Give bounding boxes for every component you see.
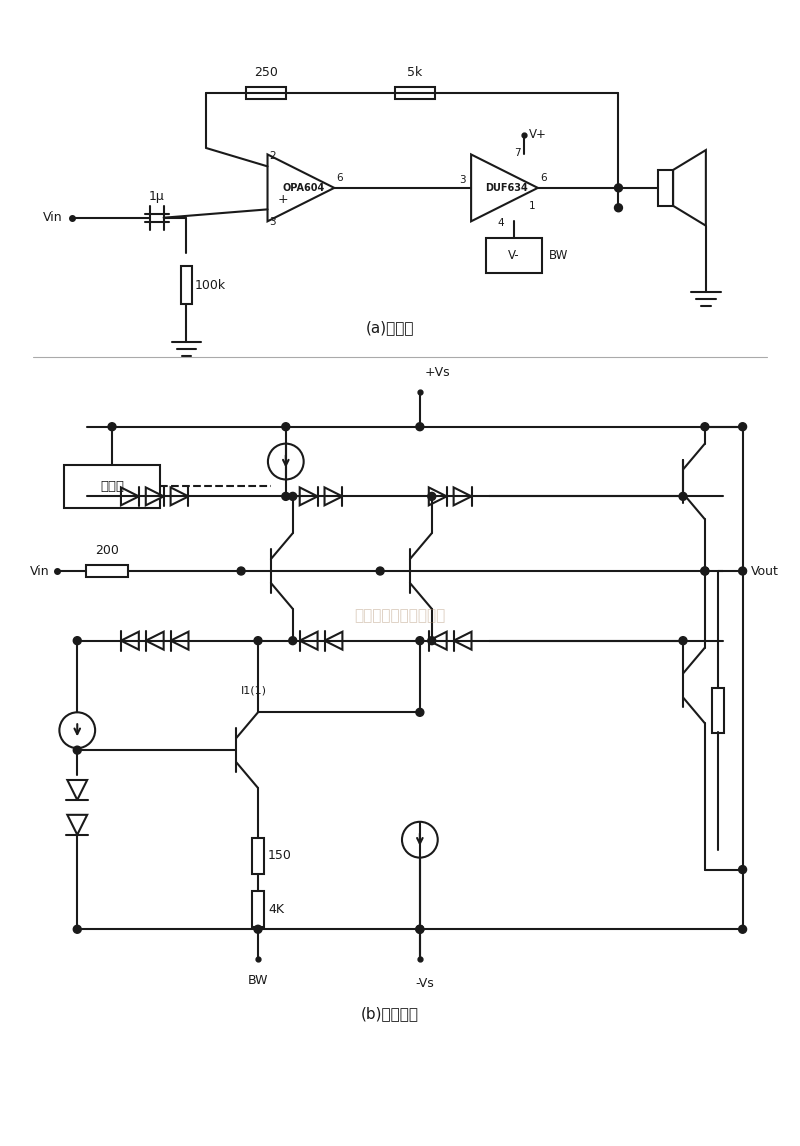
Text: -Vs: -Vs bbox=[415, 978, 434, 990]
Circle shape bbox=[701, 567, 709, 575]
Circle shape bbox=[701, 423, 709, 431]
Text: 1: 1 bbox=[529, 201, 536, 211]
Circle shape bbox=[74, 637, 82, 645]
Bar bbox=[86, 565, 128, 576]
Circle shape bbox=[74, 746, 82, 754]
Circle shape bbox=[282, 493, 290, 501]
Circle shape bbox=[679, 637, 687, 645]
Circle shape bbox=[416, 925, 424, 933]
Circle shape bbox=[289, 493, 297, 501]
Text: 250: 250 bbox=[254, 66, 278, 79]
Text: BW: BW bbox=[549, 249, 568, 262]
Circle shape bbox=[254, 637, 262, 645]
Polygon shape bbox=[170, 487, 189, 505]
Circle shape bbox=[679, 493, 687, 501]
Circle shape bbox=[416, 637, 424, 645]
Circle shape bbox=[738, 423, 746, 431]
Bar bbox=[181, 267, 193, 305]
Circle shape bbox=[282, 423, 290, 431]
Text: 100k: 100k bbox=[194, 278, 226, 292]
Text: 150: 150 bbox=[268, 849, 292, 862]
Text: +Vs: +Vs bbox=[425, 366, 450, 379]
Text: (b)内部结构: (b)内部结构 bbox=[361, 1006, 419, 1021]
Polygon shape bbox=[429, 487, 446, 505]
Circle shape bbox=[108, 423, 116, 431]
Text: Vin: Vin bbox=[42, 211, 62, 225]
Circle shape bbox=[701, 567, 709, 575]
Text: 4K: 4K bbox=[268, 903, 284, 916]
Circle shape bbox=[428, 493, 436, 501]
Polygon shape bbox=[300, 631, 318, 650]
Bar bbox=[395, 87, 434, 100]
Circle shape bbox=[376, 567, 384, 575]
Circle shape bbox=[254, 925, 262, 933]
Polygon shape bbox=[429, 631, 446, 650]
Circle shape bbox=[738, 925, 746, 933]
Circle shape bbox=[738, 865, 746, 873]
Circle shape bbox=[416, 423, 424, 431]
Polygon shape bbox=[325, 631, 342, 650]
Text: V-: V- bbox=[508, 249, 520, 262]
Text: 2: 2 bbox=[270, 151, 276, 162]
Circle shape bbox=[289, 637, 297, 645]
Circle shape bbox=[416, 925, 424, 933]
Text: I1(1): I1(1) bbox=[241, 685, 267, 696]
Text: DUF634: DUF634 bbox=[486, 183, 528, 193]
Text: 6: 6 bbox=[336, 173, 343, 183]
Text: 1μ: 1μ bbox=[149, 190, 165, 203]
Circle shape bbox=[614, 204, 622, 212]
Text: V+: V+ bbox=[529, 128, 547, 141]
Polygon shape bbox=[146, 631, 164, 650]
Polygon shape bbox=[121, 631, 139, 650]
Text: 200: 200 bbox=[95, 544, 119, 557]
Bar bbox=[658, 170, 673, 206]
Polygon shape bbox=[300, 487, 318, 505]
Circle shape bbox=[738, 567, 746, 575]
Circle shape bbox=[416, 708, 424, 716]
Circle shape bbox=[428, 637, 436, 645]
Circle shape bbox=[614, 183, 622, 191]
Polygon shape bbox=[146, 487, 164, 505]
Text: 6: 6 bbox=[540, 173, 546, 183]
Bar bbox=[712, 688, 724, 732]
Polygon shape bbox=[325, 487, 342, 505]
Polygon shape bbox=[121, 487, 139, 505]
Text: 杭州将睽科技有限公司: 杭州将睽科技有限公司 bbox=[354, 609, 446, 623]
Polygon shape bbox=[67, 815, 87, 834]
Text: 3: 3 bbox=[459, 175, 466, 185]
Text: 4: 4 bbox=[498, 218, 504, 228]
Text: 3: 3 bbox=[270, 218, 276, 227]
Polygon shape bbox=[454, 487, 471, 505]
Text: OPA604: OPA604 bbox=[282, 183, 325, 193]
Text: 热关断: 热关断 bbox=[100, 480, 124, 493]
Text: +: + bbox=[278, 194, 288, 206]
Bar bbox=[486, 237, 542, 274]
Bar bbox=[64, 464, 160, 509]
Bar bbox=[252, 892, 264, 927]
Text: 5k: 5k bbox=[407, 66, 422, 79]
Text: Vin: Vin bbox=[30, 565, 50, 578]
Text: 7: 7 bbox=[514, 148, 521, 158]
Polygon shape bbox=[170, 631, 189, 650]
Text: BW: BW bbox=[248, 974, 268, 987]
Circle shape bbox=[74, 925, 82, 933]
Bar bbox=[252, 838, 264, 873]
Polygon shape bbox=[67, 780, 87, 800]
Text: Vout: Vout bbox=[750, 565, 778, 578]
Polygon shape bbox=[454, 631, 471, 650]
Bar bbox=[246, 87, 286, 100]
Text: (a)原理图: (a)原理图 bbox=[366, 320, 414, 335]
Circle shape bbox=[237, 567, 245, 575]
